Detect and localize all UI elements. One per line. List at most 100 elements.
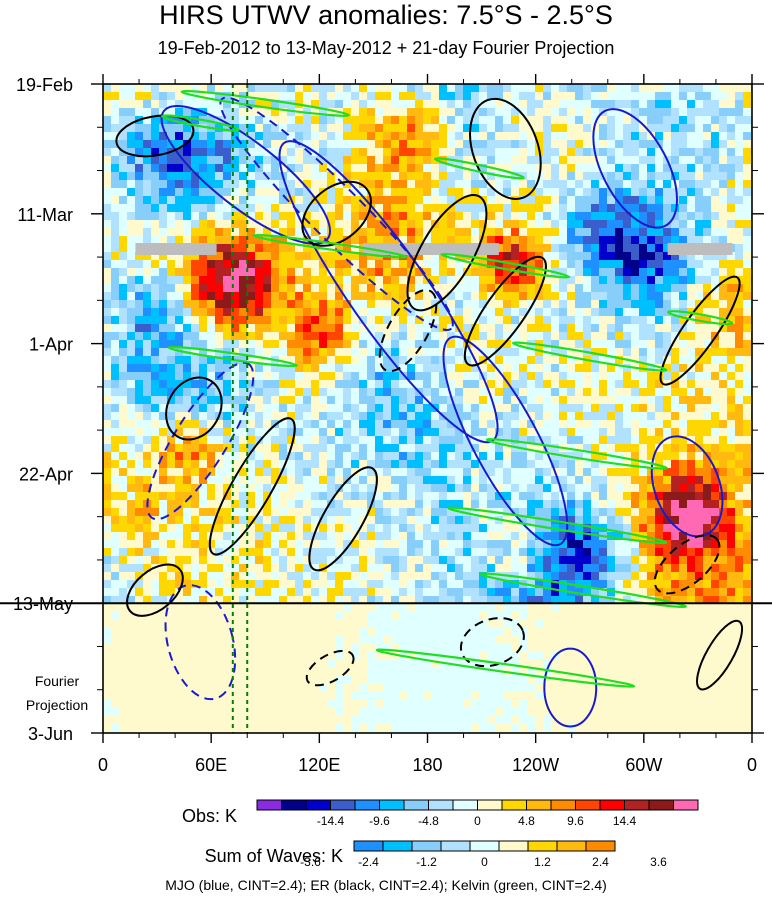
- field-cell: [327, 108, 336, 117]
- field-cell: [615, 284, 624, 293]
- field-cell: [343, 116, 352, 125]
- field-cell: [599, 348, 608, 357]
- field-cell: [191, 212, 200, 221]
- field-cell: [695, 236, 704, 245]
- field-cell: [503, 148, 512, 157]
- field-cell: [375, 308, 384, 317]
- field-cell: [255, 268, 264, 277]
- field-cell: [479, 396, 488, 405]
- field-cell: [559, 164, 568, 173]
- field-cell: [695, 548, 704, 557]
- field-cell: [487, 500, 496, 509]
- field-cell: [335, 516, 344, 525]
- field-cell: [167, 300, 176, 309]
- field-cell: [703, 556, 712, 565]
- field-cell: [535, 548, 544, 557]
- field-cell: [111, 548, 120, 557]
- field-cell: [527, 132, 536, 141]
- field-cell: [167, 444, 176, 453]
- field-cell: [399, 260, 408, 269]
- field-cell: [103, 172, 112, 181]
- field-cell: [223, 500, 232, 509]
- field-cell: [199, 172, 208, 181]
- field-cell: [359, 548, 368, 557]
- field-cell: [679, 332, 688, 341]
- field-cell: [391, 164, 400, 173]
- field-cell: [199, 540, 208, 549]
- field-cell: [191, 164, 200, 173]
- field-cell: [511, 252, 520, 261]
- field-cell: [183, 476, 192, 485]
- field-cell: [679, 564, 688, 573]
- field-cell: [335, 124, 344, 133]
- field-cell: [711, 324, 720, 333]
- field-cell: [591, 172, 600, 181]
- field-cell: [567, 180, 576, 189]
- field-cell: [599, 484, 608, 493]
- field-cell: [567, 540, 576, 549]
- field-cell: [135, 388, 144, 397]
- field-cell: [167, 132, 176, 141]
- field-cell: [743, 308, 752, 317]
- field-cell: [383, 372, 392, 381]
- field-cell: [471, 556, 480, 565]
- field-cell: [527, 172, 536, 181]
- field-cell: [199, 556, 208, 565]
- field-cell: [735, 196, 744, 205]
- field-cell: [551, 300, 560, 309]
- field-cell: [431, 284, 440, 293]
- field-cell: [279, 444, 288, 453]
- field-cell: [215, 308, 224, 317]
- field-cell: [527, 420, 536, 429]
- field-cell: [527, 444, 536, 453]
- field-cell: [439, 516, 448, 525]
- field-cell: [479, 524, 488, 533]
- field-cell: [535, 428, 544, 437]
- field-cell: [631, 556, 640, 565]
- field-cell: [287, 524, 296, 533]
- field-cell: [207, 284, 216, 293]
- field-cell: [135, 508, 144, 517]
- field-cell: [223, 332, 232, 341]
- field-cell: [511, 428, 520, 437]
- field-cell: [655, 132, 664, 141]
- field-cell: [367, 372, 376, 381]
- field-cell: [719, 420, 728, 429]
- field-cell: [367, 220, 376, 229]
- field-cell: [439, 188, 448, 197]
- field-cell: [463, 236, 472, 245]
- field-cell: [479, 404, 488, 413]
- field-cell: [607, 484, 616, 493]
- field-cell: [167, 364, 176, 373]
- field-cell: [719, 180, 728, 189]
- field-cell: [639, 276, 648, 285]
- field-cell: [703, 116, 712, 125]
- field-cell: [439, 116, 448, 125]
- field-cell: [223, 508, 232, 517]
- field-cell: [703, 484, 712, 493]
- field-cell: [695, 84, 704, 93]
- field-cell: [311, 292, 320, 301]
- field-cell: [103, 364, 112, 373]
- field-cell: [327, 300, 336, 309]
- field-cell: [391, 460, 400, 469]
- field-cell: [559, 260, 568, 269]
- field-cell: [167, 188, 176, 197]
- field-cell: [271, 468, 280, 477]
- field-cell: [311, 300, 320, 309]
- field-cell: [479, 468, 488, 477]
- field-cell: [703, 412, 712, 421]
- field-cell: [679, 452, 688, 461]
- field-cell: [447, 564, 456, 573]
- field-cell: [367, 396, 376, 405]
- field-cell: [175, 108, 184, 117]
- field-cell: [599, 236, 608, 245]
- field-cell: [407, 420, 416, 429]
- field-cell: [439, 100, 448, 109]
- field-cell: [191, 564, 200, 573]
- field-cell: [135, 556, 144, 565]
- field-cell: [687, 180, 696, 189]
- field-cell: [471, 548, 480, 557]
- field-cell: [719, 388, 728, 397]
- field-cell: [519, 356, 528, 365]
